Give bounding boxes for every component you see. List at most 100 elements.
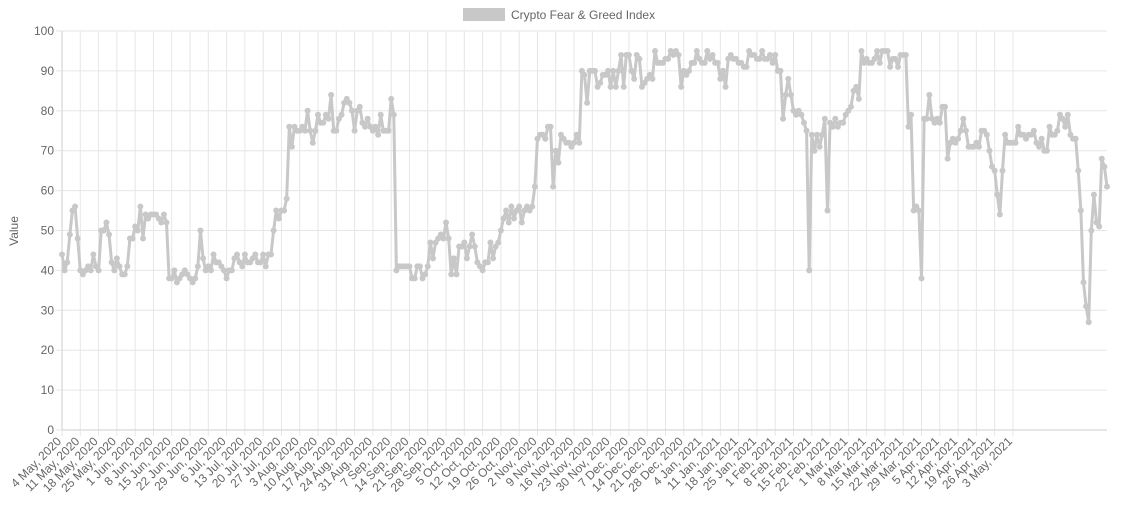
data-point[interactable] (1036, 143, 1043, 150)
data-point[interactable] (531, 183, 538, 190)
data-point[interactable] (260, 251, 267, 258)
data-point[interactable] (1096, 223, 1103, 230)
data-point[interactable] (1090, 191, 1097, 198)
data-point[interactable] (333, 127, 340, 134)
data-point[interactable] (505, 219, 512, 226)
data-point[interactable] (453, 271, 460, 278)
data-point[interactable] (503, 207, 510, 214)
data-point[interactable] (923, 115, 930, 122)
data-point[interactable] (678, 83, 685, 90)
data-point[interactable] (192, 275, 199, 282)
data-point[interactable] (1088, 227, 1095, 234)
data-point[interactable] (581, 71, 588, 78)
data-point[interactable] (785, 75, 792, 82)
data-point[interactable] (286, 123, 293, 130)
data-point[interactable] (111, 267, 118, 274)
data-point[interactable] (625, 51, 632, 58)
data-point[interactable] (782, 91, 789, 98)
data-point[interactable] (466, 243, 473, 250)
data-point[interactable] (787, 91, 794, 98)
data-point[interactable] (584, 99, 591, 106)
data-point[interactable] (315, 111, 322, 118)
data-point[interactable] (975, 143, 982, 150)
data-point[interactable] (479, 267, 486, 274)
data-point[interactable] (74, 235, 81, 242)
data-point[interactable] (364, 115, 371, 122)
data-point[interactable] (1083, 303, 1090, 310)
data-point[interactable] (270, 227, 277, 234)
data-point[interactable] (273, 207, 280, 214)
data-point[interactable] (722, 83, 729, 90)
data-point[interactable] (469, 231, 476, 238)
data-point[interactable] (853, 83, 860, 90)
data-point[interactable] (234, 251, 241, 258)
data-point[interactable] (463, 255, 470, 262)
data-point[interactable] (811, 147, 818, 154)
data-point[interactable] (307, 127, 314, 134)
data-point[interactable] (106, 231, 113, 238)
data-point[interactable] (223, 275, 230, 282)
data-point[interactable] (320, 119, 327, 126)
data-point[interactable] (518, 219, 525, 226)
data-point[interactable] (510, 215, 517, 222)
data-point[interactable] (905, 123, 912, 130)
data-point[interactable] (1098, 155, 1105, 162)
data-point[interactable] (542, 135, 549, 142)
data-point[interactable] (283, 195, 290, 202)
data-point[interactable] (61, 267, 68, 274)
data-point[interactable] (821, 115, 828, 122)
data-point[interactable] (874, 47, 881, 54)
data-point[interactable] (806, 267, 813, 274)
data-point[interactable] (847, 103, 854, 110)
data-point[interactable] (550, 183, 557, 190)
data-point[interactable] (210, 251, 217, 258)
data-point[interactable] (675, 51, 682, 58)
data-point[interactable] (902, 51, 909, 58)
data-point[interactable] (814, 131, 821, 138)
data-point[interactable] (960, 115, 967, 122)
data-point[interactable] (239, 263, 246, 270)
chart-legend[interactable]: Crypto Fear & Greed Index (463, 8, 655, 22)
data-point[interactable] (228, 267, 235, 274)
data-point[interactable] (983, 131, 990, 138)
data-point[interactable] (808, 131, 815, 138)
data-point[interactable] (576, 139, 583, 146)
data-point[interactable] (686, 67, 692, 74)
data-point[interactable] (803, 127, 810, 134)
data-point[interactable] (996, 211, 1003, 218)
data-point[interactable] (304, 107, 311, 114)
data-point[interactable] (1075, 167, 1082, 174)
data-point[interactable] (443, 219, 450, 226)
data-point[interactable] (64, 259, 71, 266)
data-point[interactable] (701, 59, 708, 66)
data-point[interactable] (769, 59, 776, 66)
data-point[interactable] (268, 251, 274, 258)
data-point[interactable] (957, 127, 964, 134)
data-point[interactable] (275, 215, 282, 222)
data-point[interactable] (918, 275, 925, 282)
data-point[interactable] (72, 203, 79, 210)
data-point[interactable] (591, 67, 598, 74)
data-point[interactable] (471, 243, 478, 250)
data-point[interactable] (610, 67, 617, 74)
data-point[interactable] (620, 83, 627, 90)
data-point[interactable] (416, 263, 423, 270)
data-point[interactable] (160, 211, 167, 218)
data-point[interactable] (1054, 127, 1061, 134)
data-point[interactable] (66, 231, 73, 238)
data-point[interactable] (597, 79, 604, 86)
data-point[interactable] (759, 47, 766, 54)
data-point[interactable] (926, 91, 933, 98)
data-point[interactable] (800, 119, 807, 126)
data-point[interactable] (508, 203, 515, 210)
data-point[interactable] (385, 127, 392, 134)
data-point[interactable] (139, 235, 146, 242)
data-point[interactable] (884, 47, 891, 54)
data-point[interactable] (552, 147, 559, 154)
data-point[interactable] (429, 255, 436, 262)
data-point[interactable] (113, 255, 120, 262)
data-point[interactable] (422, 271, 429, 278)
data-point[interactable] (1002, 131, 1009, 138)
data-point[interactable] (427, 239, 434, 246)
data-point[interactable] (1064, 111, 1071, 118)
